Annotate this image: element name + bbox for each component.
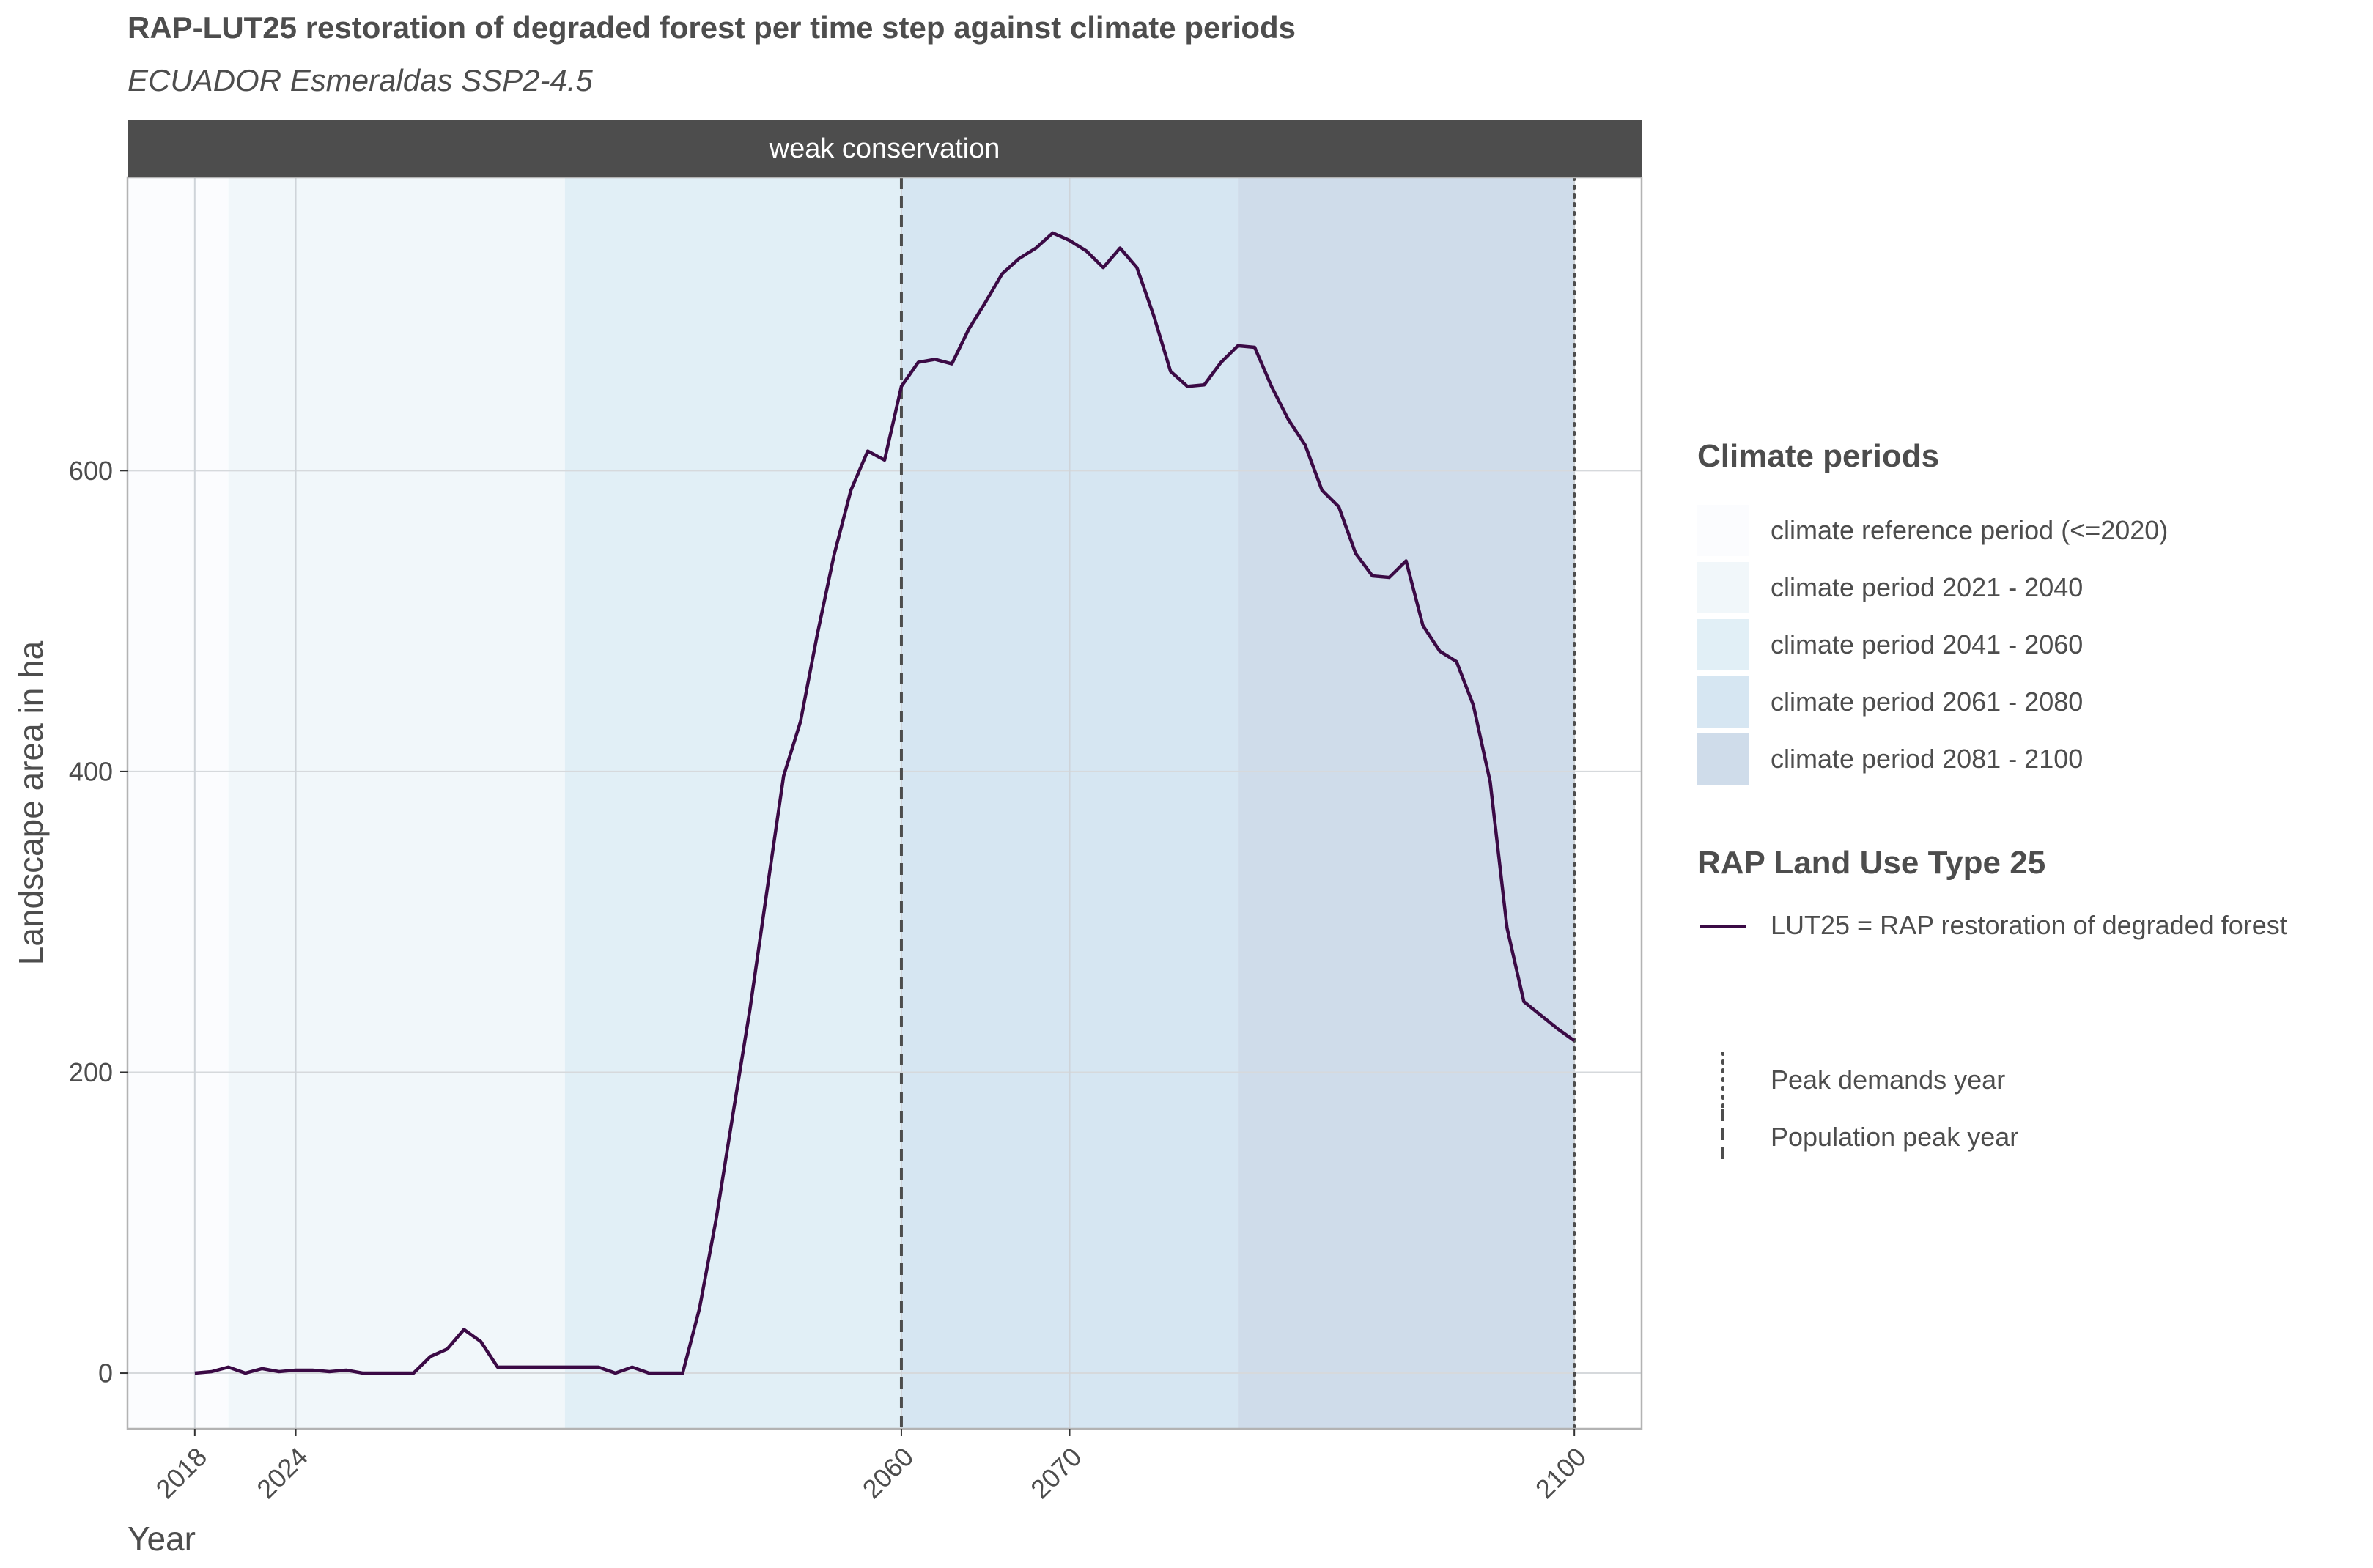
legend-reference-key-1 [1697, 1109, 1749, 1165]
legend-reference-label-1: Population peak year [1771, 1122, 2019, 1152]
legend-climate-item-3: climate period 2061 - 2080 [1697, 674, 2083, 730]
facet-strip: weak conservation [128, 120, 1642, 177]
chart-title: RAP-LUT25 restoration of degraded forest… [128, 10, 1296, 45]
legend-climate-label-3: climate period 2061 - 2080 [1771, 687, 2084, 717]
facet-strip-label: weak conservation [769, 133, 1000, 164]
series-line-0 [194, 231, 1576, 1375]
legend-series-key-0 [1697, 900, 1749, 951]
legend-climate-item-2: climate period 2041 - 2060 [1697, 617, 2083, 673]
y-axis-ticks: 0 200 400 600 [69, 456, 128, 1388]
legend-series-label-0: LUT25 = RAP restoration of degraded fore… [1771, 910, 2287, 940]
legend-climate-label-2: climate period 2041 - 2060 [1771, 629, 2084, 659]
legend-climate-title: Climate periods [1697, 438, 1940, 474]
x-tick-label-1: 2024 [251, 1441, 314, 1504]
climate-band-1 [228, 177, 565, 1429]
legend-climate-item-4: climate period 2081 - 2100 [1697, 731, 2083, 787]
climate-band-0 [128, 177, 229, 1429]
legend-reference-label-0: Peak demands year [1771, 1065, 2006, 1095]
legend-climate-swatch-0 [1697, 505, 1749, 556]
legend-climate-label-0: climate reference period (<=2020) [1771, 515, 2169, 545]
chart-subtitle: ECUADOR Esmeraldas SSP2-4.5 [128, 63, 593, 97]
x-tick-label-2: 2060 [857, 1441, 920, 1504]
y-axis-label: Landscape area in ha [12, 640, 50, 965]
legend-climate-swatch-2 [1697, 619, 1749, 670]
x-tick-label-0: 2018 [150, 1441, 213, 1504]
legend-climate-item-1: climate period 2021 - 2040 [1697, 560, 2083, 615]
x-tick-label-4: 2100 [1529, 1441, 1593, 1504]
climate-band-4 [1238, 177, 1575, 1429]
legend-climate-item-0: climate reference period (<=2020) [1697, 503, 2168, 558]
x-tick-label-3: 2070 [1025, 1441, 1088, 1504]
x-axis-label: Year [128, 1520, 196, 1558]
legend-climate-swatch-3 [1697, 676, 1749, 728]
legend-climate-label-4: climate period 2081 - 2100 [1771, 744, 2084, 774]
y-tick-label-2: 400 [69, 756, 113, 786]
legend-climate-swatch-1 [1697, 562, 1749, 613]
climate-band-2 [564, 177, 901, 1429]
reference-lines [899, 176, 1576, 1430]
y-tick-label-3: 600 [69, 456, 113, 486]
y-tick-label-0: 0 [98, 1358, 113, 1388]
x-axis-ticks: 2018 2024 2060 2070 2100 [150, 1429, 1593, 1504]
legend-series-title: RAP Land Use Type 25 [1697, 845, 2046, 881]
legend-climate-label-1: climate period 2021 - 2040 [1771, 572, 2084, 602]
legend-series: RAP Land Use Type 25 LUT25 = RAP restora… [1697, 845, 2287, 940]
series-lines [194, 231, 1576, 1375]
climate-period-bands [128, 177, 1575, 1429]
legend-climate-swatch-4 [1697, 733, 1749, 785]
legend-climate-periods: Climate periods climate reference period… [1697, 438, 2168, 785]
y-tick-label-1: 200 [69, 1057, 113, 1087]
legend-reference-item-0: Peak demands year [1697, 1052, 2005, 1108]
legend-reference-item-1: Population peak year [1697, 1109, 2018, 1165]
legend-reference-key-0 [1697, 1052, 1749, 1108]
legend-series-item-0: LUT25 = RAP restoration of degraded fore… [1697, 898, 2287, 953]
